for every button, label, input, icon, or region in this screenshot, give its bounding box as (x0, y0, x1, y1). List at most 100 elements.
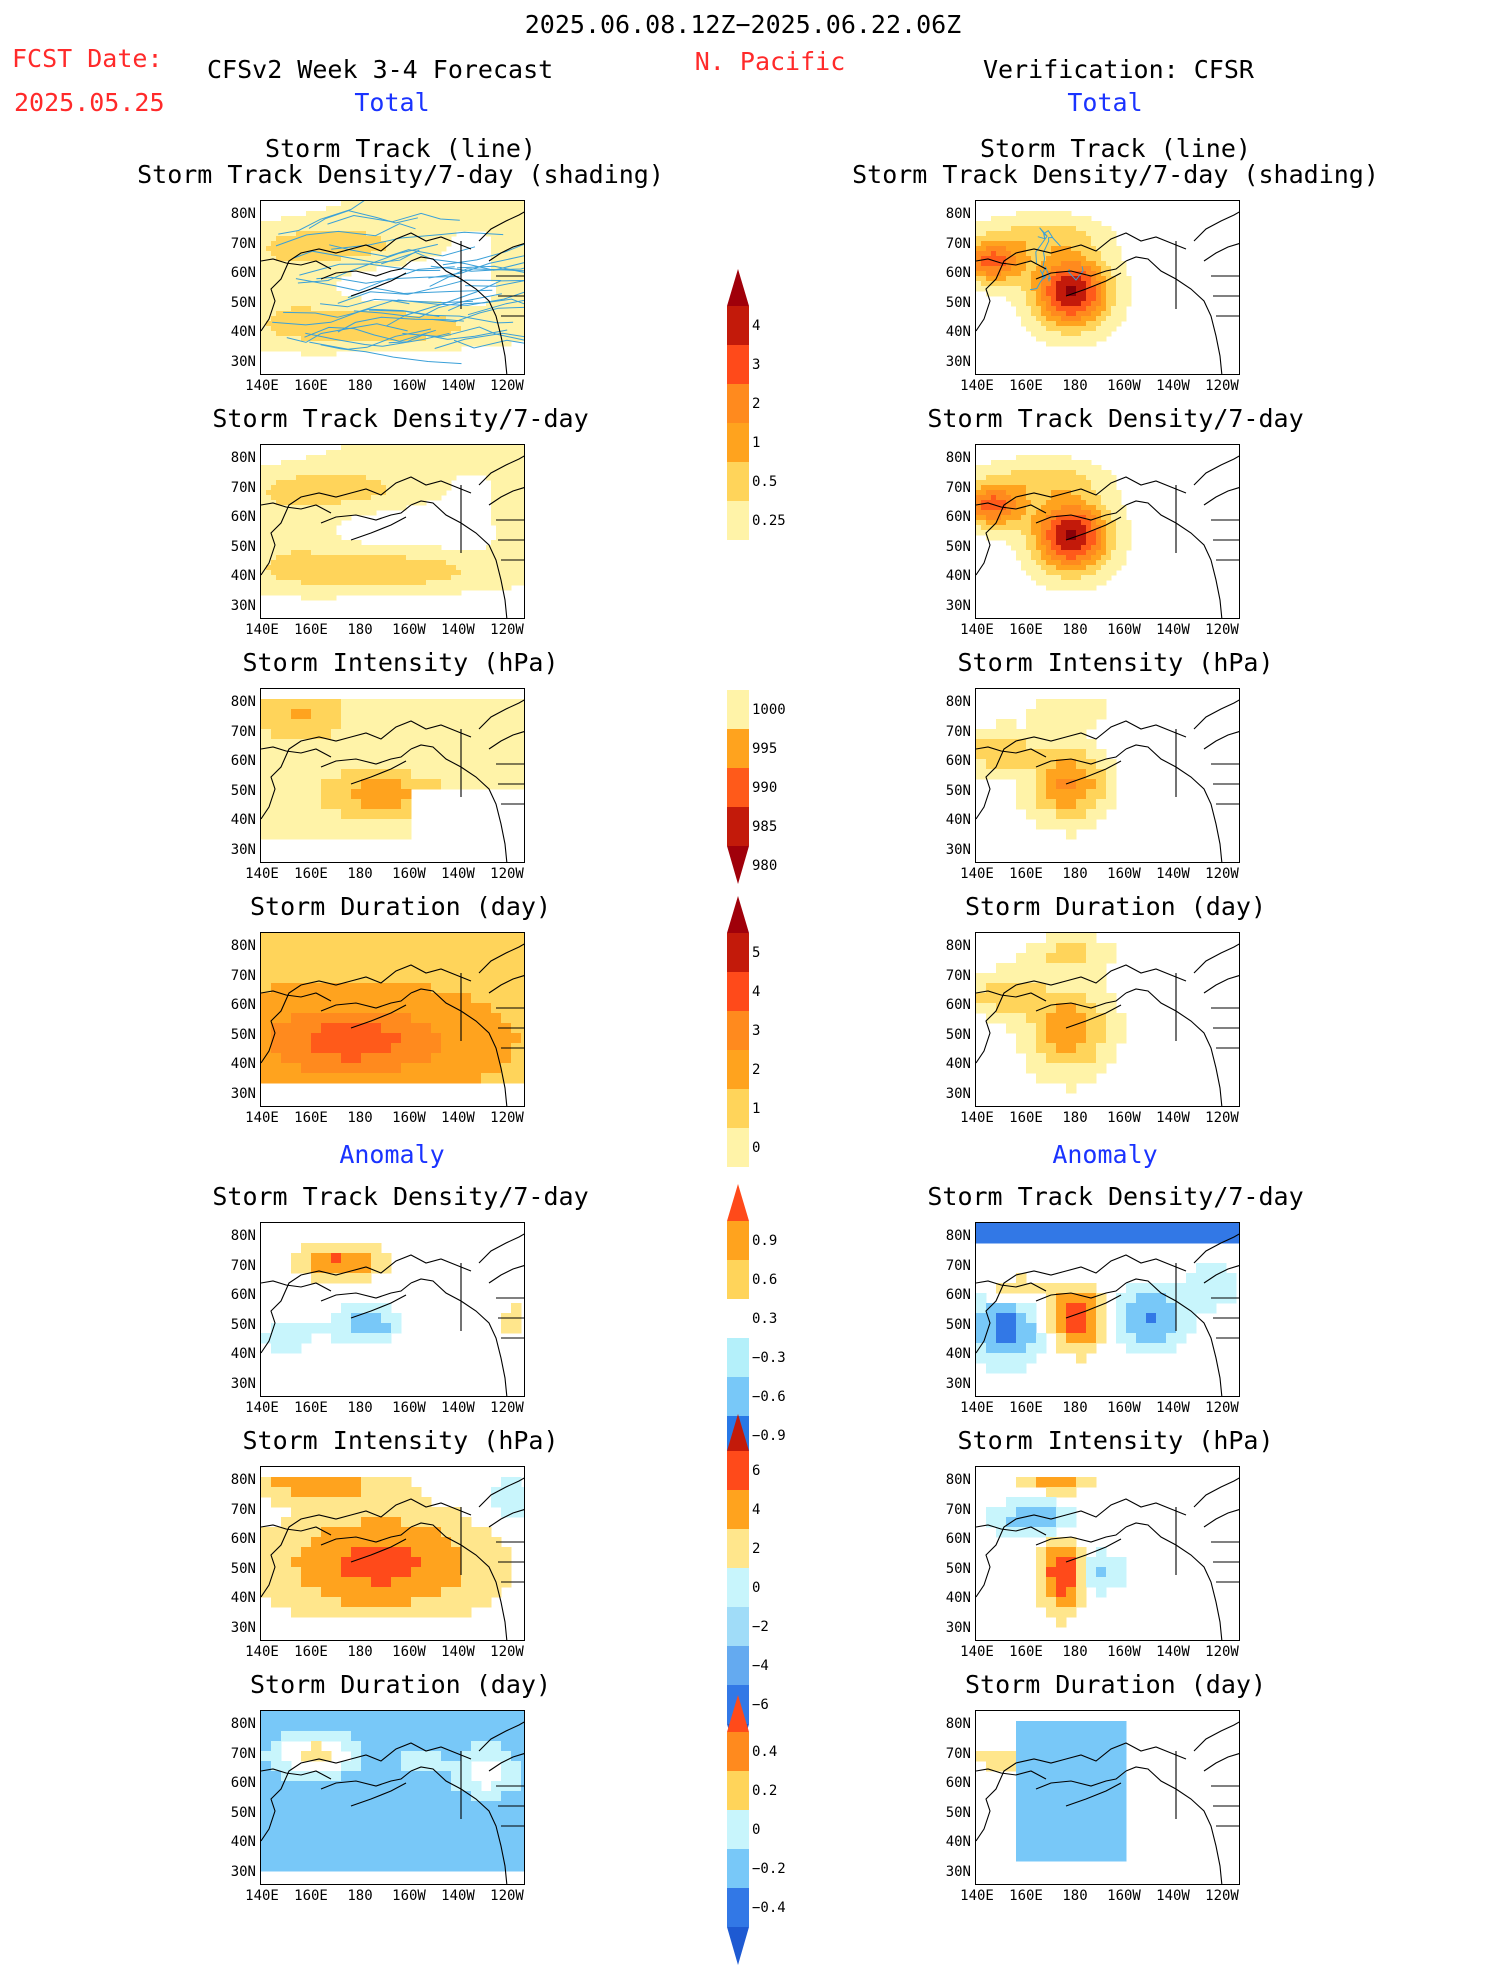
heat-cell (271, 769, 282, 780)
heat-cell (311, 495, 317, 501)
heat-cell (311, 301, 317, 307)
heat-cell (1006, 530, 1012, 536)
heat-cell (496, 485, 502, 491)
heat-cell (1026, 211, 1032, 217)
heat-cell (381, 331, 387, 337)
heat-cell (996, 530, 1002, 536)
heat-cell (271, 570, 277, 576)
heat-cell (1011, 505, 1017, 511)
heat-cell (1036, 495, 1042, 501)
heat-cell (511, 540, 517, 546)
heat-cell (386, 495, 392, 501)
heat-cell (1106, 540, 1112, 546)
heat-cell (406, 450, 412, 456)
heat-cell (1071, 221, 1077, 227)
heat-cell (1056, 485, 1062, 491)
heat-cell (451, 580, 457, 586)
heat-cell (386, 465, 392, 471)
heat-cell (276, 336, 282, 342)
heat-cell (491, 480, 497, 486)
heat-cell (1016, 221, 1022, 227)
heat-cell (341, 545, 347, 551)
heat-cell (446, 450, 452, 456)
heat-cell (286, 306, 292, 312)
heat-cell (356, 475, 362, 481)
heat-cell (371, 933, 382, 944)
heat-cell (286, 575, 292, 581)
heat-cell (1076, 326, 1082, 332)
heat-cell (316, 550, 322, 556)
heat-cell (436, 450, 442, 456)
heat-cell (426, 346, 432, 352)
heat-cell (351, 719, 362, 730)
heat-cell (281, 326, 287, 332)
heat-cell (486, 455, 492, 461)
heat-cell (301, 465, 307, 471)
heat-cell (1106, 505, 1112, 511)
heat-cell (491, 515, 497, 521)
heat-cell (421, 241, 427, 247)
heat-cell (436, 490, 442, 496)
heat-cell (1056, 550, 1062, 556)
heat-cell (316, 480, 322, 486)
heat-cell (271, 251, 277, 257)
heat-cell (436, 575, 442, 581)
heat-cell (1086, 475, 1092, 481)
heat-cell (1111, 540, 1117, 546)
heat-cell (461, 465, 467, 471)
lat-tick-label: 50N (935, 540, 971, 554)
heat-cell (286, 550, 292, 556)
heat-cell (1011, 231, 1017, 237)
heat-cell (421, 495, 427, 501)
heat-cell (466, 306, 472, 312)
heat-cell (446, 326, 452, 332)
heat-cell (1071, 241, 1077, 247)
heat-cell (266, 251, 272, 257)
heat-cell (281, 331, 287, 337)
heat-cell (1061, 266, 1067, 272)
heat-cell (1081, 535, 1087, 541)
map-panel-dens-fcst (260, 444, 525, 619)
heat-cell (431, 555, 437, 561)
heat-cell (406, 211, 412, 217)
heat-cell (311, 789, 322, 800)
heat-cell (286, 326, 292, 332)
heat-cell (501, 530, 507, 536)
heat-cell (1091, 565, 1097, 571)
heat-cell (1046, 799, 1057, 810)
heat-cell (1076, 540, 1082, 546)
heat-cell (981, 281, 987, 287)
map-panel-int-fcst (260, 688, 525, 863)
heat-cell (276, 560, 282, 566)
heat-cell (371, 983, 382, 994)
heat-cell (381, 505, 387, 511)
heat-cell (1056, 505, 1062, 511)
heat-cell (386, 560, 392, 566)
heat-cell (1001, 495, 1007, 501)
heat-cell (411, 306, 417, 312)
heat-cell (301, 819, 312, 830)
heat-cell (451, 943, 462, 954)
heat-cell (1006, 216, 1012, 222)
heat-cell (321, 510, 327, 516)
heat-cell (311, 236, 317, 242)
heat-cell (326, 580, 332, 586)
heat-cell (1126, 520, 1132, 526)
heat-cell (431, 221, 437, 227)
heat-cell (401, 490, 407, 496)
heat-cell (311, 241, 317, 247)
heat-cell (266, 241, 272, 247)
heat-cell (1061, 505, 1067, 511)
anomaly-label-right: Anomaly (1052, 1140, 1157, 1170)
heat-cell (326, 465, 332, 471)
heat-cell (321, 351, 327, 357)
heat-cell (461, 445, 467, 451)
heat-cell (291, 346, 297, 352)
heat-cell (991, 510, 997, 516)
heat-cell (276, 590, 282, 596)
heat-cell (476, 455, 482, 461)
heat-cell (1026, 739, 1037, 750)
heat-cell (286, 301, 292, 307)
heat-cell (401, 226, 407, 232)
heat-cell (511, 953, 522, 964)
